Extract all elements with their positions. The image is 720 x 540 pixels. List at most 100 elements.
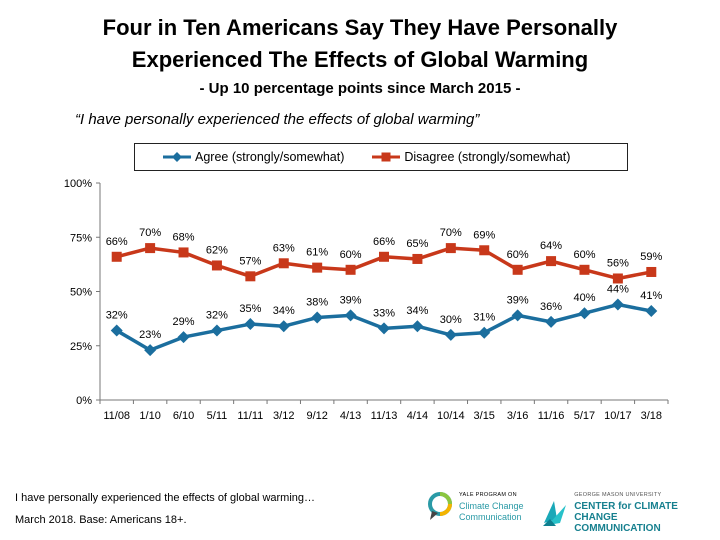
legend-label-agree: Agree (strongly/somewhat) xyxy=(195,150,345,164)
y-tick-label: 75% xyxy=(70,232,92,244)
x-tick-label: 4/13 xyxy=(340,410,361,422)
x-tick-label: 11/08 xyxy=(103,410,130,422)
agree-point-marker xyxy=(444,328,457,341)
agree-data-label: 32% xyxy=(106,310,128,322)
disagree-point-marker xyxy=(245,271,256,282)
agree-point-marker xyxy=(311,311,324,324)
agree-point-marker xyxy=(645,305,658,318)
disagree-point-marker xyxy=(546,256,557,267)
x-tick-label: 4/14 xyxy=(407,410,428,422)
agree-point-marker xyxy=(545,315,558,328)
agree-point-marker xyxy=(511,309,524,322)
disagree-point-marker xyxy=(178,247,189,258)
disagree-data-label: 60% xyxy=(573,249,595,261)
agree-data-label: 39% xyxy=(507,294,529,306)
disagree-data-label: 57% xyxy=(239,255,261,267)
agree-point-marker xyxy=(144,344,157,357)
disagree-point-marker xyxy=(646,266,657,277)
agree-point-marker xyxy=(378,322,390,335)
agree-point-marker xyxy=(210,324,223,337)
yale-logo: YALE PROGRAM ON Climate Change Communica… xyxy=(427,490,524,523)
x-tick-label: 3/16 xyxy=(507,410,528,422)
agree-data-label: 36% xyxy=(540,301,562,313)
agree-data-label: 33% xyxy=(373,307,395,319)
agree-data-label: 32% xyxy=(206,310,228,322)
agree-point-marker xyxy=(344,309,357,322)
disagree-point-marker xyxy=(612,273,623,284)
legend-item-disagree: Disagree (strongly/somewhat) xyxy=(372,150,570,164)
x-tick-label: 5/11 xyxy=(207,410,228,422)
agree-data-label: 35% xyxy=(239,303,261,315)
agree-data-label: 29% xyxy=(173,316,195,328)
disagree-data-label: 61% xyxy=(306,247,328,259)
chart-subtitle: - Up 10 percentage points since March 20… xyxy=(199,80,521,97)
gmu-logo: GEORGE MASON UNIVERSITY CENTER for CLIMA… xyxy=(540,490,720,534)
y-tick-label: 0% xyxy=(76,395,92,407)
gmu-small-heading: GEORGE MASON UNIVERSITY xyxy=(574,492,662,498)
agree-point-marker xyxy=(277,320,290,333)
agree-point-marker xyxy=(110,324,123,337)
y-tick-label: 25% xyxy=(70,341,92,353)
agree-data-label: 44% xyxy=(607,284,629,296)
yale-name-line-1: Climate Change xyxy=(459,501,524,511)
yale-small-heading: YALE PROGRAM ON xyxy=(459,492,517,498)
disagree-point-marker xyxy=(278,258,289,269)
legend-disagree-square-icon xyxy=(372,152,401,162)
x-tick-label: 6/10 xyxy=(173,410,194,422)
disagree-point-marker xyxy=(345,264,356,275)
y-tick-label: 50% xyxy=(70,287,92,299)
agree-data-label: 40% xyxy=(573,292,595,304)
x-tick-label: 9/12 xyxy=(306,410,327,422)
footer-base: March 2018. Base: Americans 18+. xyxy=(15,514,187,526)
x-tick-label: 11/16 xyxy=(538,410,565,422)
disagree-point-marker xyxy=(111,251,122,262)
disagree-point-marker xyxy=(412,253,423,264)
survey-quote: “I have personally experienced the effec… xyxy=(75,111,480,128)
chart-title-line-2: Experienced The Effects of Global Warmin… xyxy=(131,47,589,72)
agree-data-label: 34% xyxy=(406,305,428,317)
yale-speech-bubble-icon xyxy=(428,491,452,520)
agree-point-marker xyxy=(611,298,624,311)
agree-point-marker xyxy=(244,318,257,331)
disagree-data-label: 66% xyxy=(106,236,128,248)
disagree-data-label: 62% xyxy=(206,244,228,256)
disagree-data-label: 59% xyxy=(640,251,662,263)
chart-legend: Agree (strongly/somewhat) Disagree (stro… xyxy=(134,143,628,171)
disagree-data-label: 70% xyxy=(440,227,462,239)
disagree-data-label: 64% xyxy=(540,240,562,252)
disagree-data-label: 60% xyxy=(340,249,362,261)
legend-item-agree: Agree (strongly/somewhat) xyxy=(163,150,344,164)
disagree-data-label: 56% xyxy=(607,257,629,269)
disagree-data-label: 65% xyxy=(406,238,428,250)
x-tick-label: 10/14 xyxy=(437,410,465,422)
x-tick-label: 10/17 xyxy=(604,410,632,422)
x-tick-label: 11/11 xyxy=(237,410,263,422)
disagree-point-marker xyxy=(312,262,323,273)
disagree-data-label: 70% xyxy=(139,227,161,239)
x-tick-label: 11/13 xyxy=(371,410,398,422)
disagree-point-marker xyxy=(379,251,389,262)
agree-data-label: 41% xyxy=(640,290,662,302)
x-tick-label: 1/10 xyxy=(139,410,160,422)
x-tick-label: 3/12 xyxy=(273,410,294,422)
agree-data-label: 39% xyxy=(340,294,362,306)
agree-point-marker xyxy=(177,331,190,344)
yale-name-line-2: Communication xyxy=(459,512,522,522)
agree-data-label: 34% xyxy=(273,305,295,317)
disagree-data-label: 60% xyxy=(507,249,529,261)
legend-agree-diamond-icon xyxy=(163,152,191,162)
x-tick-label: 3/15 xyxy=(474,410,495,422)
disagree-data-label: 69% xyxy=(473,229,495,241)
footer-question: I have personally experienced the effect… xyxy=(15,492,316,504)
x-tick-label: 5/17 xyxy=(574,410,595,422)
gmu-fan-icon xyxy=(543,501,566,526)
agree-data-label: 38% xyxy=(306,297,328,309)
gmu-name-line-2: COMMUNICATION xyxy=(574,523,661,534)
agree-data-label: 30% xyxy=(440,314,462,326)
disagree-data-label: 66% xyxy=(373,236,395,248)
disagree-point-marker xyxy=(211,260,222,271)
disagree-point-marker xyxy=(579,264,590,275)
agree-point-marker xyxy=(578,307,591,320)
disagree-point-marker xyxy=(445,243,456,254)
